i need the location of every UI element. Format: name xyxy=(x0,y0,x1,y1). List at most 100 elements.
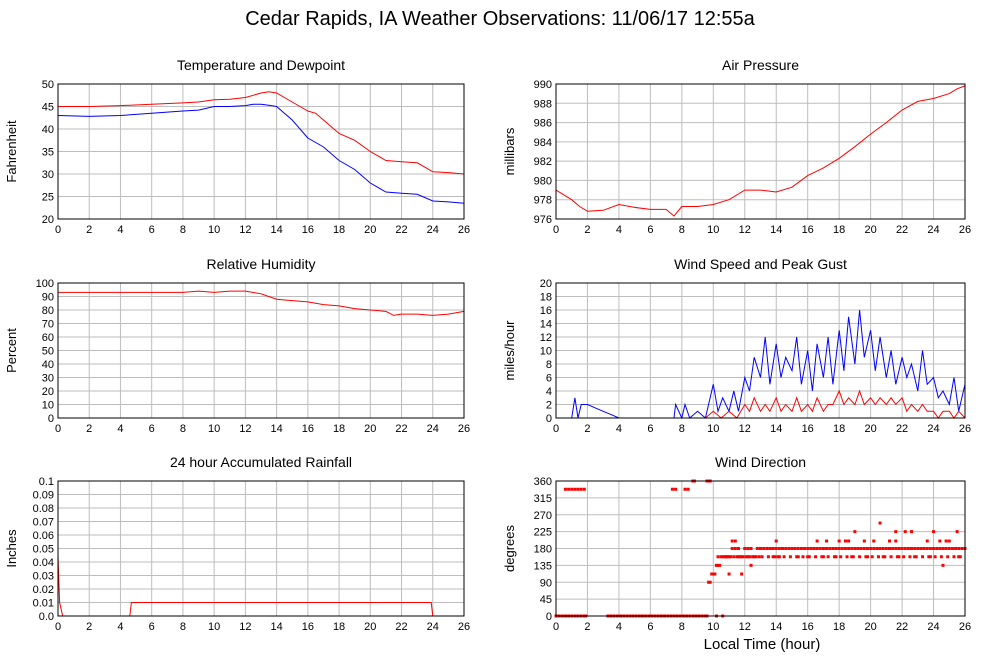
series-line-1 xyxy=(57,555,464,617)
data-point xyxy=(869,547,873,550)
y-tick-label: 16 xyxy=(540,305,552,317)
data-point xyxy=(850,547,854,550)
data-point xyxy=(567,487,571,491)
y-tick-label: 986 xyxy=(534,118,552,130)
data-point xyxy=(815,539,819,543)
y-tick-label: 12 xyxy=(540,332,552,344)
plot-frame xyxy=(57,282,465,419)
data-point xyxy=(818,547,822,550)
y-tick-label: 0.08 xyxy=(33,503,54,515)
y-tick-label: 0.01 xyxy=(33,598,54,610)
x-tick-label: 14 xyxy=(270,423,282,435)
data-point xyxy=(858,555,862,559)
panel-temp: 0 2 4 6 8 10 12 14 16 18 20 22 24 2620253035404550Tem… xyxy=(4,57,470,236)
plot-frame xyxy=(555,282,966,419)
data-point xyxy=(746,555,750,559)
data-point xyxy=(711,572,715,576)
x-tick-label: 12 xyxy=(239,621,251,633)
data-point xyxy=(771,555,775,559)
y-tick-label: 0.1 xyxy=(39,476,54,488)
y-tick-label: 10 xyxy=(540,346,552,358)
data-point xyxy=(721,555,725,559)
data-point xyxy=(710,572,714,576)
plot-frame xyxy=(57,83,465,220)
data-point xyxy=(771,547,775,550)
y-tick-label: 50 xyxy=(42,346,54,358)
data-point xyxy=(834,547,838,550)
panel-pressure: 0 2 4 6 8 10 12 14 16 18 20 22 24 2697697898098298498… xyxy=(502,57,971,236)
y-tick-label: 45 xyxy=(42,102,54,114)
data-point xyxy=(933,555,937,559)
x-tick-label: 16 xyxy=(802,621,814,633)
data-point xyxy=(716,555,720,559)
data-point xyxy=(724,555,728,559)
data-point xyxy=(749,547,753,550)
data-point xyxy=(851,555,855,559)
data-point xyxy=(751,555,755,559)
y-tick-label: 60 xyxy=(42,332,54,344)
data-point xyxy=(913,547,917,550)
y-tick-label: 2 xyxy=(546,400,552,412)
y-tick-label: 360 xyxy=(534,476,552,488)
data-point xyxy=(927,555,931,559)
data-point xyxy=(845,555,849,559)
x-tick-label: 16 xyxy=(302,621,314,633)
x-tick-label: 14 xyxy=(270,224,282,236)
data-point xyxy=(744,555,748,559)
x-tick-label: 16 xyxy=(302,224,314,236)
x-tick-label: 6 xyxy=(647,621,653,633)
data-point xyxy=(955,530,959,534)
data-point xyxy=(733,547,737,550)
y-tick-label: 270 xyxy=(534,510,552,522)
data-point xyxy=(881,547,885,550)
data-point xyxy=(570,487,574,491)
data-point xyxy=(847,547,851,550)
data-point xyxy=(947,539,951,543)
y-tick-label: 0.07 xyxy=(33,517,54,529)
x-tick-label: 10 xyxy=(707,423,719,435)
data-point xyxy=(839,555,843,559)
data-point xyxy=(582,487,586,491)
y-axis-label: Percent xyxy=(4,328,19,373)
y-tick-label: 90 xyxy=(42,292,54,304)
x-tick-label: 0 xyxy=(553,423,559,435)
data-point xyxy=(941,563,945,567)
x-tick-label: 8 xyxy=(180,423,186,435)
data-point xyxy=(908,555,912,559)
series-line-2 xyxy=(556,389,966,419)
y-tick-label: 6 xyxy=(546,373,552,385)
x-tick-label: 16 xyxy=(802,423,814,435)
y-tick-label: 0 xyxy=(546,611,552,623)
y-tick-label: 40 xyxy=(42,359,54,371)
data-point xyxy=(903,530,907,534)
x-tick-label: 24 xyxy=(927,423,939,435)
data-point xyxy=(928,555,932,559)
data-point xyxy=(922,547,926,550)
data-point xyxy=(736,555,740,559)
data-point xyxy=(957,555,961,559)
data-point xyxy=(790,547,794,550)
data-point xyxy=(894,539,898,543)
y-tick-label: 100 xyxy=(36,278,54,290)
data-point xyxy=(872,539,876,543)
data-point xyxy=(834,555,838,559)
data-point xyxy=(925,547,929,550)
data-point xyxy=(925,539,929,543)
x-tick-label: 18 xyxy=(833,423,845,435)
series-line-1 xyxy=(58,91,465,175)
data-point xyxy=(718,563,722,567)
x-tick-label: 12 xyxy=(239,423,251,435)
x-tick-label: 20 xyxy=(864,621,876,633)
x-tick-label: 18 xyxy=(833,621,845,633)
data-point xyxy=(686,487,690,491)
x-tick-label: 10 xyxy=(208,224,220,236)
plot-frame xyxy=(57,480,465,617)
x-tick-label: 10 xyxy=(208,621,220,633)
data-point xyxy=(887,547,891,550)
data-point xyxy=(727,555,731,559)
y-tick-label: 984 xyxy=(534,137,552,149)
x-tick-label: 14 xyxy=(770,423,782,435)
x-tick-label: 6 xyxy=(149,423,155,435)
y-tick-label: 20 xyxy=(42,214,54,226)
y-axis-label: degrees xyxy=(502,525,517,572)
